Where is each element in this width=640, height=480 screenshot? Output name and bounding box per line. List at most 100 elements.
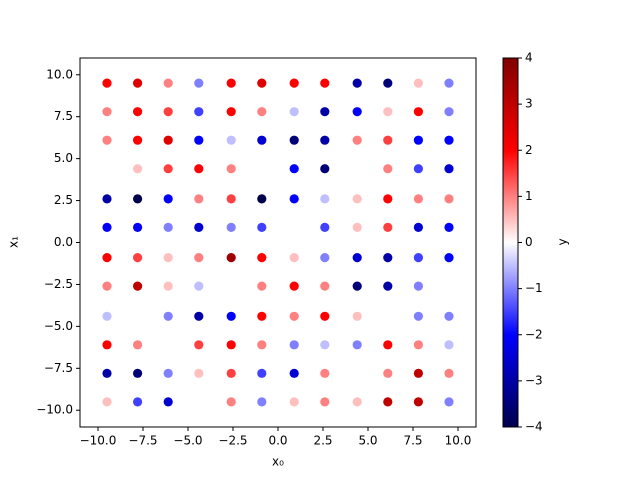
point bbox=[383, 281, 393, 291]
point bbox=[226, 222, 236, 233]
point bbox=[257, 368, 267, 378]
point bbox=[102, 311, 112, 321]
point bbox=[413, 252, 423, 263]
colorbar-label: y bbox=[556, 238, 570, 245]
point bbox=[289, 340, 299, 350]
point bbox=[226, 164, 236, 174]
point bbox=[133, 107, 143, 117]
point bbox=[226, 368, 236, 378]
point bbox=[226, 281, 236, 291]
y-tick-label: −10.0 bbox=[36, 403, 73, 417]
point bbox=[413, 311, 423, 321]
point bbox=[352, 368, 362, 378]
x-axis-label: x₀ bbox=[272, 455, 284, 469]
point bbox=[257, 222, 267, 233]
point bbox=[352, 78, 362, 88]
x-tick-label: −10.0 bbox=[80, 434, 117, 448]
point bbox=[133, 340, 143, 350]
point bbox=[320, 222, 330, 233]
point bbox=[320, 281, 330, 291]
point bbox=[320, 311, 330, 321]
point bbox=[226, 252, 236, 263]
x-tick-label: −2.5 bbox=[218, 434, 247, 448]
point bbox=[163, 222, 173, 233]
point bbox=[102, 164, 112, 174]
point bbox=[194, 107, 204, 117]
point bbox=[413, 107, 423, 117]
point bbox=[383, 194, 393, 204]
point bbox=[257, 135, 267, 145]
point bbox=[163, 397, 173, 407]
x-tick-label: 0.0 bbox=[268, 434, 287, 448]
point bbox=[257, 164, 267, 174]
point bbox=[194, 194, 204, 204]
y-tick-label: 7.5 bbox=[54, 109, 73, 123]
point bbox=[289, 281, 299, 291]
point bbox=[413, 368, 423, 378]
point bbox=[413, 135, 423, 145]
point bbox=[444, 164, 454, 174]
point bbox=[320, 135, 330, 145]
x-tick-label: 5.0 bbox=[358, 434, 377, 448]
point bbox=[413, 194, 423, 204]
x-tick-label: 7.5 bbox=[403, 434, 422, 448]
point bbox=[194, 164, 204, 174]
colorbar-tick-label: 3 bbox=[525, 97, 533, 111]
point bbox=[352, 252, 362, 263]
point bbox=[133, 281, 143, 291]
point bbox=[320, 252, 330, 263]
point bbox=[226, 135, 236, 145]
point bbox=[413, 164, 423, 174]
point bbox=[444, 135, 454, 145]
colorbar-tick-label: −3 bbox=[525, 373, 543, 387]
point bbox=[163, 281, 173, 291]
point bbox=[320, 164, 330, 174]
point bbox=[289, 222, 299, 233]
point bbox=[352, 340, 362, 350]
point bbox=[444, 252, 454, 263]
point bbox=[194, 78, 204, 88]
point bbox=[383, 222, 393, 233]
point bbox=[194, 368, 204, 378]
point bbox=[444, 340, 454, 350]
point bbox=[444, 368, 454, 378]
x-tick-label: 2.5 bbox=[313, 434, 332, 448]
point bbox=[133, 397, 143, 407]
point bbox=[413, 78, 423, 88]
x-tick-label: −7.5 bbox=[128, 434, 157, 448]
point bbox=[320, 107, 330, 117]
point bbox=[352, 107, 362, 117]
point bbox=[320, 78, 330, 88]
point bbox=[413, 340, 423, 350]
point bbox=[163, 107, 173, 117]
point bbox=[289, 194, 299, 204]
point bbox=[163, 368, 173, 378]
point bbox=[352, 281, 362, 291]
point bbox=[320, 397, 330, 407]
point bbox=[226, 194, 236, 204]
point bbox=[133, 78, 143, 88]
point bbox=[102, 397, 112, 407]
point bbox=[289, 368, 299, 378]
point bbox=[320, 194, 330, 204]
point bbox=[194, 281, 204, 291]
point bbox=[352, 135, 362, 145]
point bbox=[194, 311, 204, 321]
y-tick-label: 5.0 bbox=[54, 151, 73, 165]
point bbox=[133, 368, 143, 378]
point bbox=[320, 368, 330, 378]
point bbox=[163, 340, 173, 350]
point bbox=[226, 397, 236, 407]
point bbox=[257, 252, 267, 263]
point bbox=[194, 252, 204, 263]
point bbox=[444, 107, 454, 117]
point bbox=[320, 340, 330, 350]
colorbar bbox=[502, 57, 519, 428]
y-tick-label: 2.5 bbox=[54, 193, 73, 207]
point bbox=[383, 135, 393, 145]
point bbox=[194, 135, 204, 145]
point bbox=[102, 78, 112, 88]
point bbox=[226, 78, 236, 88]
y-tick-label: −2.5 bbox=[44, 277, 73, 291]
point bbox=[226, 340, 236, 350]
